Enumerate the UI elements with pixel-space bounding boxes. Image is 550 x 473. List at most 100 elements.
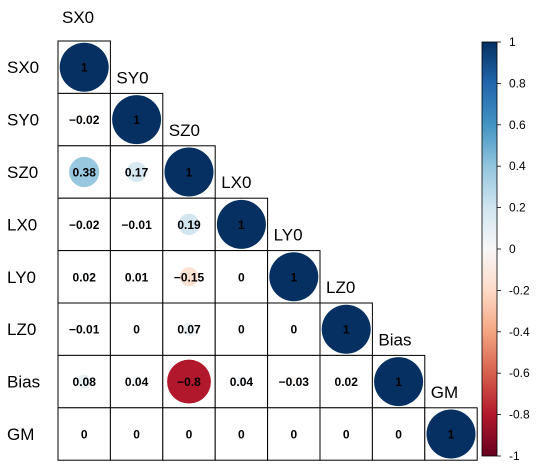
col-label-ly0: LY0: [274, 226, 303, 245]
colorbar-gradient: [481, 41, 498, 457]
row-label-ly0: LY0: [7, 268, 36, 287]
corr-circle-ly0-ly0: [269, 252, 319, 302]
corr-value-ly0-sz0: −0.15: [174, 270, 205, 284]
colorbar-tick-label: -0.6: [509, 366, 530, 380]
corr-value-bias-ly0: −0.03: [279, 375, 310, 389]
corr-circle-bias-ly0: [289, 377, 299, 386]
corr-circle-ly0-sy0: [134, 274, 140, 280]
corr-value-lz0-sx0: −0.01: [69, 323, 100, 337]
corr-circle-bias-sx0: [77, 374, 92, 389]
colorbar-tick-label: 1: [509, 35, 516, 49]
corr-value-sy0-sx0: −0.02: [69, 113, 100, 127]
cell-lz0-ly0: [267, 302, 321, 356]
corr-circle-ly0-sx0: [80, 273, 88, 281]
corr-circle-sz0-sy0: [126, 161, 147, 183]
corr-circle-lx0-lx0: [216, 199, 266, 249]
corr-circle-lx0-sy0: [134, 221, 140, 227]
corr-value-ly0-sx0: 0.02: [73, 270, 97, 284]
cell-gm-bias: [371, 407, 426, 461]
colorbar-tick-label: -0.4: [509, 325, 530, 339]
cell-gm-sz0: [162, 407, 216, 461]
row-label-lz0: LZ0: [7, 320, 36, 339]
corr-value-ly0-ly0: 1: [290, 270, 297, 284]
corr-value-gm-bias: 0: [395, 428, 402, 442]
corr-value-gm-sy0: 0: [133, 428, 140, 442]
cell-lx0-sy0: [109, 197, 164, 252]
row-label-sz0: SZ0: [7, 163, 38, 182]
colorbar-tick-label: 0.8: [509, 76, 526, 90]
corr-circle-sz0-sx0: [69, 156, 100, 188]
corr-value-lz0-sy0: 0: [133, 323, 140, 337]
corr-value-lx0-sy0: −0.01: [121, 218, 152, 232]
corr-value-gm-lz0: 0: [343, 428, 350, 442]
col-label-gm: GM: [431, 383, 458, 402]
corr-value-ly0-lx0: 0: [238, 270, 245, 284]
cell-lz0-lx0: [214, 302, 269, 356]
corr-value-gm-sz0: 0: [186, 428, 193, 442]
corr-circle-lx0-sx0: [80, 220, 88, 228]
colorbar-tick-label: 0: [509, 242, 516, 256]
corr-value-sz0-sz0: 1: [186, 166, 193, 180]
corr-circle-bias-bias: [374, 357, 424, 407]
col-label-bias: Bias: [378, 330, 411, 349]
corr-value-bias-lx0: 0.04: [230, 375, 254, 389]
corr-circle-lz0-sx0: [81, 326, 87, 332]
corr-value-lz0-lz0: 1: [343, 323, 350, 337]
row-label-bias: Bias: [7, 373, 40, 392]
cell-lz0-sy0: [109, 302, 164, 356]
corr-circle-lx0-sz0: [178, 213, 200, 236]
corr-circle-lz0-lz0: [321, 304, 371, 354]
corr-circle-sx0-sx0: [59, 42, 109, 92]
corr-value-sx0-sx0: 1: [81, 61, 88, 75]
corr-value-gm-sx0: 0: [81, 428, 88, 442]
colorbar-tick-label: 0.4: [509, 159, 526, 173]
corr-circle-sy0-sx0: [80, 116, 88, 124]
cell-ly0-lx0: [214, 250, 269, 304]
colorbar-tick-label: -0.8: [509, 408, 530, 422]
corr-circle-lz0-sz0: [182, 322, 196, 336]
colorbar-tick-label: 0.2: [509, 201, 526, 215]
colorbar-tick-label: -1: [509, 449, 520, 463]
corr-value-ly0-sy0: 0.01: [125, 270, 149, 284]
row-label-sy0: SY0: [7, 111, 39, 130]
corr-circle-sy0-sy0: [112, 95, 162, 145]
corr-circle-bias-sy0: [131, 376, 142, 387]
colorbar-tick-label: 0.6: [509, 118, 526, 132]
corr-value-sy0-sy0: 1: [133, 113, 140, 127]
row-label-gm: GM: [7, 425, 34, 444]
col-label-lx0: LX0: [221, 173, 251, 192]
corr-circle-bias-sz0: [167, 359, 211, 404]
corr-circle-bias-lx0: [236, 376, 247, 387]
corr-value-gm-lx0: 0: [238, 428, 245, 442]
corr-value-lx0-sx0: −0.02: [69, 218, 100, 232]
col-label-sx0: SX0: [62, 8, 94, 27]
col-label-sy0: SY0: [116, 68, 148, 87]
corr-value-lz0-sz0: 0.07: [177, 323, 201, 337]
col-label-lz0: LZ0: [326, 278, 355, 297]
corr-circle-ly0-sz0: [179, 267, 199, 287]
corr-value-bias-bias: 1: [395, 375, 402, 389]
corr-value-bias-sy0: 0.04: [125, 375, 149, 389]
row-label-sx0: SX0: [7, 58, 39, 77]
row-label-lx0: LX0: [7, 215, 37, 234]
corr-circle-gm-gm: [426, 409, 476, 459]
corr-value-lx0-sz0: 0.19: [177, 218, 201, 232]
corr-value-sz0-sx0: 0.38: [73, 166, 97, 180]
corr-value-lx0-lx0: 1: [238, 218, 245, 232]
corr-value-bias-sx0: 0.08: [73, 375, 97, 389]
corr-value-sz0-sy0: 0.17: [125, 166, 149, 180]
corr-value-gm-ly0: 0: [290, 428, 297, 442]
cell-gm-lz0: [319, 407, 373, 461]
cell-bias-sx0: [57, 354, 111, 409]
cell-gm-sx0: [57, 407, 111, 461]
corr-value-lz0-ly0: 0: [290, 323, 297, 337]
col-label-sz0: SZ0: [169, 121, 200, 140]
corr-circle-bias-lz0: [342, 378, 350, 386]
corr-value-bias-sz0: −0.8: [177, 375, 201, 389]
corr-circle-sz0-sz0: [164, 147, 214, 197]
corr-value-lz0-lx0: 0: [238, 323, 245, 337]
corr-value-gm-gm: 1: [448, 428, 455, 442]
corr-value-bias-lz0: 0.02: [335, 375, 359, 389]
colorbar-tick-label: -0.2: [509, 283, 530, 297]
